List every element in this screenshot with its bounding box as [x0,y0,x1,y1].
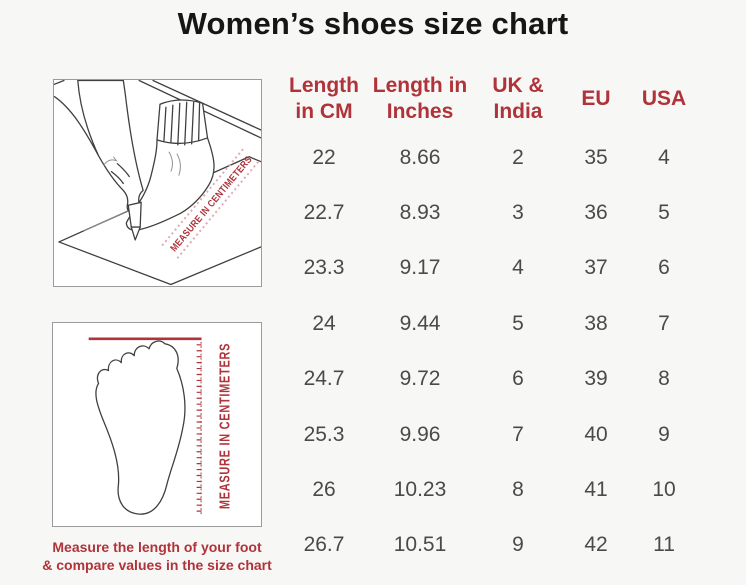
cell-uk-india: 8 [512,478,524,502]
cell-uk-india: 9 [512,533,524,557]
column-header-uk-india: UK & India [492,73,544,123]
footprint-outline [95,340,186,515]
cell-length-cm: 23.3 [303,256,345,280]
cell-length-cm: 24.7 [303,367,345,391]
measuring-foot-figure: MEASURE IN CENTIMETERS [53,79,262,287]
column-header-length-inches: Length in Inches [372,73,468,123]
table-row: 24.7 9.72 6 39 8 [280,352,700,407]
cell-uk-india: 5 [512,311,524,335]
footprint-figure: MEASURE IN CENTIMETERS [52,322,262,527]
table-row: 23.3 9.17 4 37 6 [280,241,700,296]
cell-eu: 39 [584,367,608,391]
table-row: 26.7 10.51 9 42 11 [280,518,700,573]
table-row: 22.7 8.93 3 36 5 [280,185,700,240]
cell-usa: 7 [658,311,670,335]
cell-length-inches: 9.72 [399,367,441,391]
cell-eu: 35 [584,145,608,169]
cell-length-cm: 22 [312,145,336,169]
cell-usa: 5 [658,201,670,225]
cell-length-cm: 26.7 [303,533,345,557]
cell-uk-india: 4 [512,256,524,280]
cell-length-inches: 8.66 [399,145,441,169]
cell-usa: 4 [658,145,670,169]
column-header-usa: USA [641,86,687,110]
table-header-row: Length in CM Length in Inches UK & India… [280,68,700,130]
table-row: 26 10.23 8 41 10 [280,462,700,517]
column-header-eu: EU [581,86,611,110]
footprint-ruler-illustration: MEASURE IN CENTIMETERS [88,337,233,515]
instruction-line-2: & compare values in the size chart [42,557,272,574]
cell-usa: 8 [658,367,670,391]
cell-length-cm: 24 [312,311,336,335]
table-row: 25.3 9.96 7 40 9 [280,407,700,462]
cell-length-cm: 25.3 [303,422,345,446]
cell-usa: 6 [658,256,670,280]
cell-eu: 40 [584,422,608,446]
cell-length-inches: 9.17 [399,256,441,280]
cell-length-inches: 10.23 [393,478,447,502]
table-row: 24 9.44 5 38 7 [280,296,700,351]
cell-length-inches: 10.51 [393,533,447,557]
column-header-length-cm: Length in CM [289,73,359,123]
page-title: Women’s shoes size chart [177,6,569,41]
size-table: Length in CM Length in Inches UK & India… [280,68,700,573]
cell-uk-india: 3 [512,201,524,225]
table-row: 22 8.66 2 35 4 [280,130,700,185]
cell-usa: 9 [658,422,670,446]
foot-measuring-illustration: MEASURE IN CENTIMETERS [54,80,261,286]
instruction-line-1: Measure the length of your foot [52,539,262,555]
cell-usa: 11 [653,533,675,557]
cell-usa: 10 [652,478,676,502]
cell-eu: 38 [584,311,608,335]
cell-length-cm: 22.7 [303,201,345,225]
instruction-caption: Measure the length of your foot & compar… [17,538,297,575]
cell-length-inches: 9.44 [399,311,441,335]
cell-eu: 36 [584,201,608,225]
cell-length-inches: 8.93 [399,201,441,225]
cell-eu: 41 [584,478,608,502]
cell-uk-india: 6 [512,367,524,391]
cell-eu: 42 [584,533,608,557]
cell-uk-india: 2 [512,145,524,169]
measure-in-centimeters-label: MEASURE IN CENTIMETERS [217,343,233,509]
cell-length-inches: 9.96 [399,422,441,446]
cell-length-cm: 26 [312,478,336,502]
cell-uk-india: 7 [512,422,524,446]
cell-eu: 37 [584,256,608,280]
